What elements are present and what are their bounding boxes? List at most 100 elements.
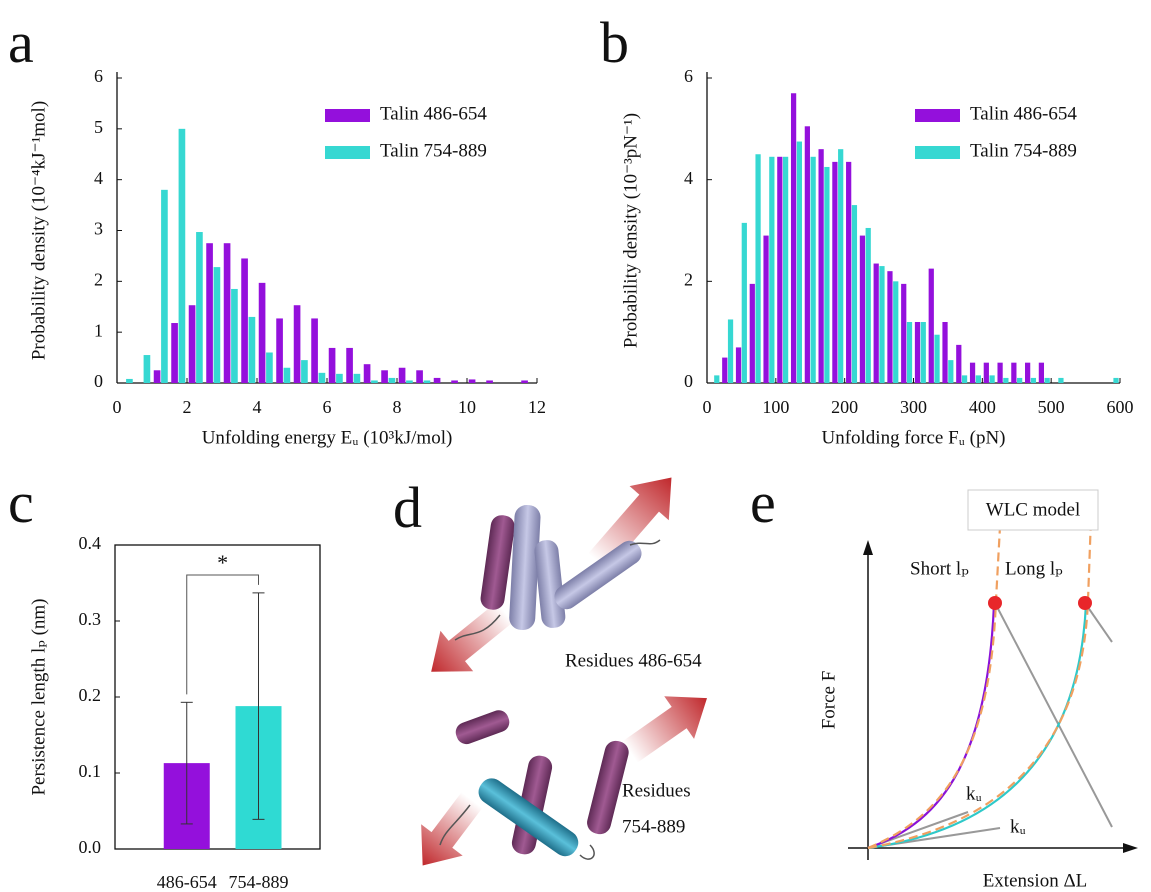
bar: [433, 377, 441, 383]
bar: [722, 357, 728, 383]
bar: [1017, 377, 1023, 383]
loop: [454, 614, 501, 641]
bar: [818, 149, 824, 383]
bar: [782, 156, 789, 383]
y-tick-label: 3: [94, 219, 103, 239]
legend-swatch: [325, 146, 370, 159]
bar: [171, 323, 178, 383]
helix: [587, 740, 629, 835]
significance-bracket: [186, 574, 259, 695]
bar: [1044, 377, 1050, 383]
bar: [126, 378, 133, 383]
loop: [439, 804, 471, 846]
x-axis-label: Unfolding force Fᵤ (pN): [821, 427, 1005, 448]
y-tick-label: 0: [684, 371, 693, 391]
bar: [769, 156, 775, 383]
pull-arrow: [431, 601, 514, 672]
bar: [1113, 377, 1119, 383]
loop: [629, 539, 661, 546]
y-tick-label: 4: [684, 168, 693, 188]
bar: [231, 288, 238, 383]
bar: [956, 344, 962, 383]
y-tick-label: 2: [684, 269, 693, 289]
helix: [455, 710, 510, 745]
y-tick-label: 1: [94, 320, 103, 340]
bar: [311, 318, 318, 383]
panel-letter: a: [8, 10, 34, 75]
molecule-bottom: [421, 696, 708, 866]
bar: [178, 128, 186, 383]
bar: [353, 373, 361, 383]
x-tick-label: 500: [1038, 397, 1065, 417]
y-tick-label: 0.4: [79, 533, 102, 553]
curve-label: Long lₚ: [1005, 558, 1063, 579]
bar: [790, 93, 797, 383]
rupture-point: [988, 596, 1002, 610]
x-tick-label: 400: [969, 397, 996, 417]
y-tick-label: 0: [94, 371, 103, 391]
drop-line: [1084, 602, 1113, 643]
molecule-top: [431, 477, 672, 672]
bar: [1011, 362, 1017, 383]
bar: [388, 377, 396, 383]
pull-arrow: [588, 477, 672, 571]
bar: [258, 282, 266, 383]
bar: [763, 235, 769, 383]
y-tick-label: 6: [94, 66, 103, 86]
bar: [914, 322, 921, 383]
bar: [521, 380, 528, 383]
y-tick-label: 0.2: [79, 685, 102, 705]
bar: [1058, 377, 1064, 383]
y-axis-label: Probability density (10⁻⁴kJ⁻¹mol): [28, 101, 49, 360]
rupture-point: [1078, 596, 1092, 610]
bar: [942, 322, 948, 383]
bar: [223, 243, 231, 383]
bar: [328, 347, 336, 383]
bar: [196, 232, 203, 383]
bar: [283, 367, 291, 383]
bar: [248, 316, 256, 383]
bar: [1030, 377, 1037, 383]
bar: [346, 347, 353, 383]
legend-label: Talin 754-889: [970, 140, 1077, 161]
significance-label: *: [217, 550, 228, 575]
bar: [741, 222, 747, 383]
bar: [873, 263, 879, 383]
bar: [777, 156, 783, 383]
legend-label: Talin 754-889: [380, 140, 487, 161]
axis-label: Extension ΔL: [983, 870, 1088, 891]
molecule-label: Residues: [622, 780, 691, 801]
bar: [371, 380, 378, 383]
x-tick-label: 8: [393, 397, 402, 417]
pull-arrow: [622, 696, 708, 763]
bar: [1025, 362, 1031, 383]
bar: [893, 281, 899, 383]
panel-letter: b: [600, 10, 629, 75]
y-axis-label: Probability density (10⁻³pN⁻¹): [620, 113, 641, 348]
bar: [832, 161, 838, 383]
helix: [480, 515, 515, 610]
bar: [381, 370, 388, 383]
y-tick-label: 0.3: [79, 609, 102, 629]
panel-letter: d: [393, 475, 422, 540]
y-tick-label: 6: [684, 66, 693, 86]
bar: [846, 161, 852, 383]
x-tick-label: 754-889: [229, 872, 289, 892]
bar: [213, 267, 221, 383]
axis-arrow: [1123, 843, 1138, 853]
bar: [989, 375, 995, 383]
bar: [276, 318, 283, 383]
x-tick-label: 200: [831, 397, 858, 417]
bar: [416, 370, 423, 383]
y-axis-label: Persistence length lₚ (nm): [28, 598, 49, 795]
y-tick-label: 0.0: [79, 837, 102, 857]
y-tick-label: 0.1: [79, 761, 102, 781]
loop: [579, 844, 595, 860]
bar: [423, 380, 431, 383]
x-axis-label: Unfolding energy Eᵤ (10³kJ/mol): [202, 427, 453, 448]
bar: [486, 380, 493, 383]
bar: [398, 367, 406, 383]
x-tick-label: 0: [113, 397, 122, 417]
